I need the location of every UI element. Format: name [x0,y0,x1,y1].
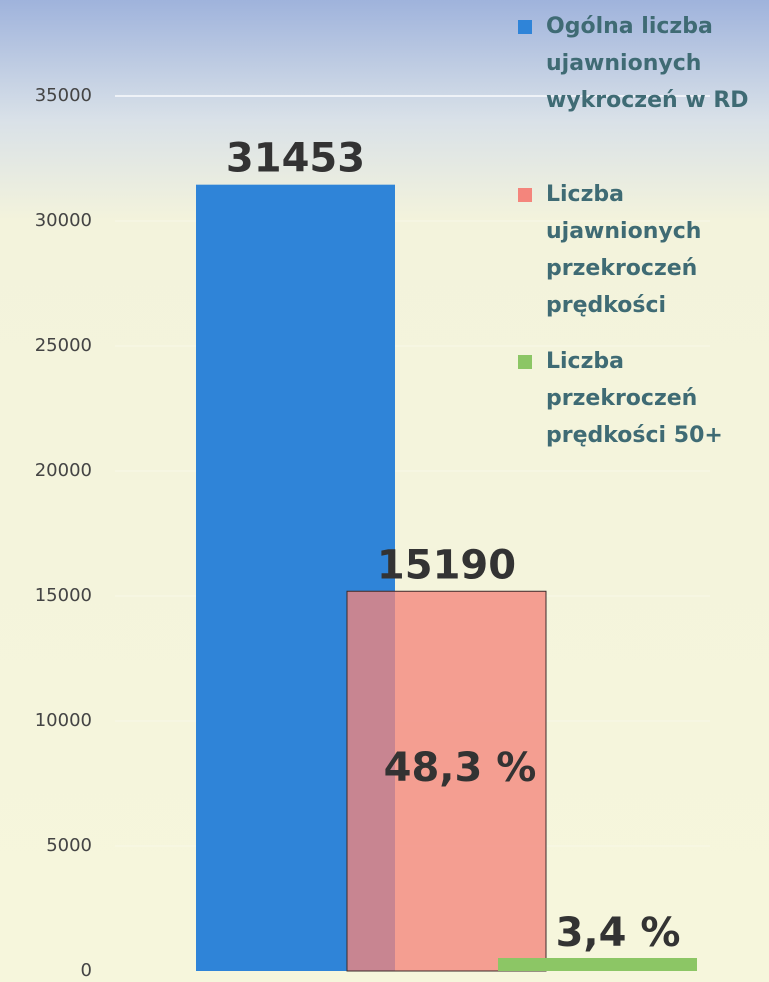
y-tick-label: 10000 [35,710,92,731]
legend-label: Liczba przekroczeń prędkości 50+ [546,349,723,448]
legend-label: Liczba ujawnionych przekroczeń prędkości [546,182,702,318]
legend-swatch [518,188,532,202]
legend-entry: Liczba ujawnionych przekroczeń prędkości [518,176,768,324]
y-tick-label: 5000 [46,835,92,856]
annotation: 48,3 % [384,745,537,791]
y-tick-label: 15000 [35,585,92,606]
y-tick-label: 30000 [35,210,92,231]
annotation: 3,4 % [556,910,681,956]
legend-swatch [518,20,532,34]
legend-swatch [518,355,532,369]
y-tick-label: 35000 [35,85,92,106]
bar [346,590,547,972]
y-tick-label: 25000 [35,335,92,356]
data-label: 31453 [226,136,365,182]
legend-entry: Ogólna liczba ujawnionych wykroczeń w RD [518,8,768,119]
y-tick-label: 0 [81,960,92,981]
y-tick-label: 20000 [35,460,92,481]
legend-entry: Liczba przekroczeń prędkości 50+ [518,343,768,454]
legend-label: Ogólna liczba ujawnionych wykroczeń w RD [546,14,749,113]
bar [498,958,697,971]
data-label: 15190 [377,542,516,588]
